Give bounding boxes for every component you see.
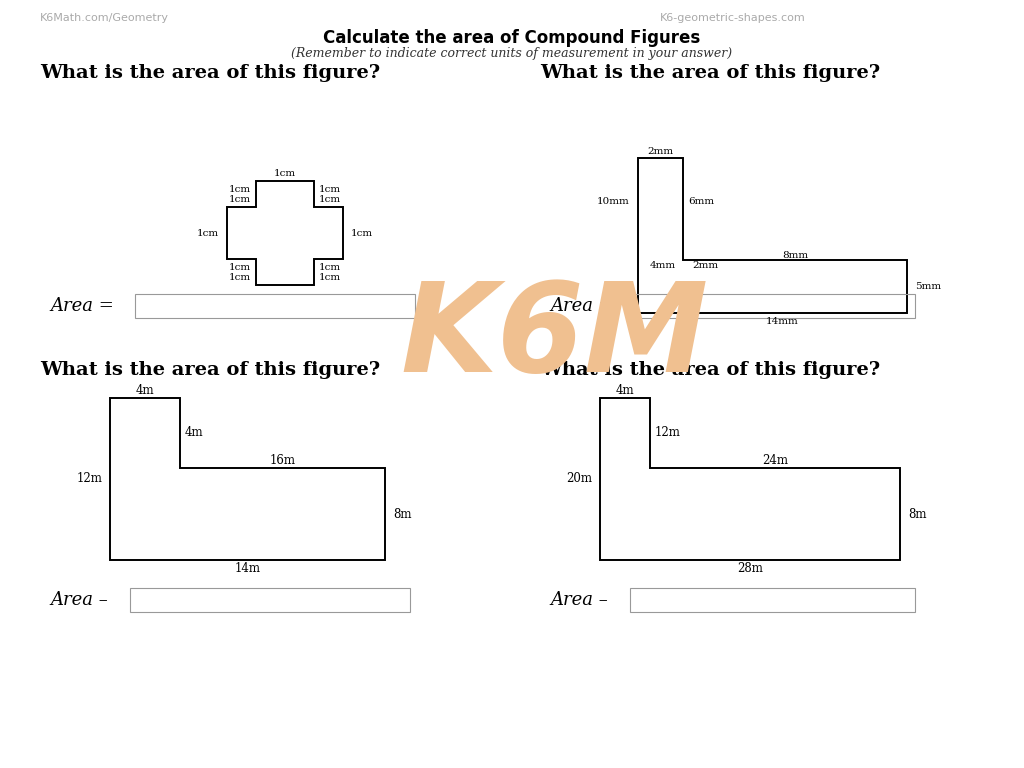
Text: 14mm: 14mm <box>766 316 799 326</box>
Text: K6M: K6M <box>400 277 709 399</box>
Text: 12m: 12m <box>76 472 102 485</box>
Text: 24m: 24m <box>762 455 788 468</box>
Text: Area =: Area = <box>550 297 613 315</box>
Text: 10mm: 10mm <box>597 197 630 206</box>
Text: Calculate the area of Compound Figures: Calculate the area of Compound Figures <box>324 29 700 47</box>
Text: 4m: 4m <box>185 426 204 439</box>
Text: 8m: 8m <box>393 508 412 521</box>
Text: 1cm: 1cm <box>229 186 251 194</box>
Text: 4mm: 4mm <box>649 261 676 270</box>
Text: 1cm: 1cm <box>319 263 341 273</box>
Text: What is the area of this figure?: What is the area of this figure? <box>40 64 380 82</box>
Bar <box>135 294 415 318</box>
Text: Area =: Area = <box>50 297 114 315</box>
Text: 4m: 4m <box>615 383 634 396</box>
Text: 1cm: 1cm <box>351 229 373 237</box>
Text: 16m: 16m <box>269 455 296 468</box>
Text: 1cm: 1cm <box>229 196 251 204</box>
Text: K6Math.com/Geometry: K6Math.com/Geometry <box>40 13 169 23</box>
Text: 1cm: 1cm <box>197 229 219 237</box>
Text: 12m: 12m <box>655 426 681 439</box>
Bar <box>635 294 915 318</box>
Text: 1cm: 1cm <box>274 170 296 178</box>
Text: 1cm: 1cm <box>319 273 341 283</box>
Text: 2mm: 2mm <box>647 147 674 155</box>
Text: 28m: 28m <box>737 561 763 574</box>
Bar <box>130 588 410 612</box>
Text: (Remember to indicate correct units of measurement in your answer): (Remember to indicate correct units of m… <box>292 48 732 61</box>
Text: 14m: 14m <box>234 561 260 574</box>
Text: 6mm: 6mm <box>688 197 714 206</box>
Text: What is the area of this figure?: What is the area of this figure? <box>540 64 880 82</box>
Text: 5mm: 5mm <box>915 282 941 291</box>
Text: 8m: 8m <box>908 508 927 521</box>
Text: 1cm: 1cm <box>229 263 251 273</box>
Text: 8mm: 8mm <box>782 250 808 260</box>
Text: 20m: 20m <box>566 472 592 485</box>
Text: Area –: Area – <box>50 591 108 609</box>
Text: What is the area of this figure?: What is the area of this figure? <box>540 361 880 379</box>
Text: 1cm: 1cm <box>319 196 341 204</box>
Text: What is the area of this figure?: What is the area of this figure? <box>40 361 380 379</box>
Text: 1cm: 1cm <box>319 186 341 194</box>
Text: Area –: Area – <box>550 591 608 609</box>
Text: 4m: 4m <box>136 383 155 396</box>
Text: 1cm: 1cm <box>229 273 251 283</box>
Bar <box>630 588 915 612</box>
Text: K6-geometric-shapes.com: K6-geometric-shapes.com <box>660 13 806 23</box>
Text: 2mm: 2mm <box>692 261 718 270</box>
